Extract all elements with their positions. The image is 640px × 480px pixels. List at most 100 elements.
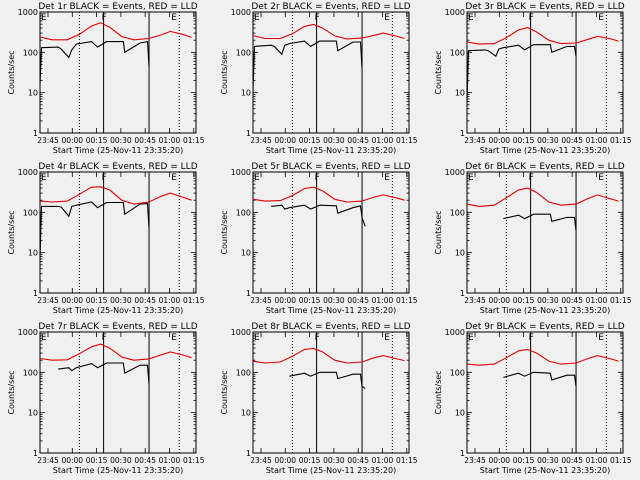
- x-tick-label: 00:30: [537, 456, 559, 465]
- x-tick-label: 00:00: [61, 456, 83, 465]
- event-marker-f-2: F: [315, 333, 320, 343]
- lld-series-line: [39, 22, 192, 41]
- x-tick-label: 01:15: [183, 136, 205, 145]
- plot-frame: [466, 171, 624, 294]
- x-axis-label: Start Time (25-Nov-11 23:35:20): [266, 146, 396, 155]
- x-tick-label: 01:00: [159, 456, 181, 465]
- x-tick-label: 00:00: [274, 296, 296, 305]
- x-tick-label: 23:45: [464, 296, 486, 305]
- y-axis-label: Counts/sec: [7, 370, 16, 414]
- x-tick-label: 01:00: [586, 136, 608, 145]
- plot-frame: [39, 11, 197, 134]
- event-marker-e-1: E: [41, 13, 47, 23]
- x-tick-label: 00:45: [347, 136, 369, 145]
- y-tick-label: 1: [246, 449, 251, 458]
- panel-title: Det 8r BLACK = Events, RED = LLD: [251, 322, 410, 332]
- y-tick-label: 100: [450, 368, 465, 377]
- y-tick-label: 100: [23, 208, 38, 217]
- y-axis-label: Counts/sec: [434, 210, 443, 254]
- x-tick-label: 23:45: [464, 456, 486, 465]
- events-series-line: [58, 362, 150, 385]
- event-marker-e-3: E: [171, 173, 177, 183]
- panel-title: Det 7r BLACK = Events, RED = LLD: [38, 322, 197, 332]
- x-tick-label: 00:30: [537, 296, 559, 305]
- x-tick-label: 00:00: [488, 456, 510, 465]
- x-tick-label: 00:15: [299, 296, 321, 305]
- x-tick-label: 00:15: [86, 296, 108, 305]
- x-tick-label: 01:15: [183, 296, 205, 305]
- x-tick-label: 23:45: [250, 136, 272, 145]
- x-tick-label: 00:30: [323, 456, 345, 465]
- y-tick-label: 1000: [231, 8, 251, 17]
- y-axis-label: Counts/sec: [7, 210, 16, 254]
- event-marker-e-1: E: [468, 13, 474, 23]
- y-tick-label: 1: [33, 449, 38, 458]
- event-marker-e-1: E: [254, 173, 260, 183]
- events-series-line: [466, 44, 577, 102]
- lld-series-line: [252, 23, 405, 40]
- x-tick-label: 00:15: [299, 136, 321, 145]
- y-axis-label: Counts/sec: [7, 50, 16, 94]
- y-tick-label: 10: [455, 249, 465, 258]
- y-tick-label: 10: [241, 409, 251, 418]
- x-axis-label: Start Time (25-Nov-11 23:35:20): [480, 306, 610, 315]
- y-tick-label: 100: [236, 208, 251, 217]
- y-tick-label: 100: [236, 368, 251, 377]
- x-tick-label: 23:45: [250, 456, 272, 465]
- x-axis-label: Start Time (25-Nov-11 23:35:20): [53, 146, 183, 155]
- y-tick-label: 1000: [445, 168, 465, 177]
- x-tick-label: 00:00: [274, 136, 296, 145]
- lld-series-line: [39, 186, 192, 205]
- event-marker-f-2: F: [529, 13, 534, 23]
- event-marker-f-2: F: [102, 13, 107, 23]
- y-tick-label: 1000: [18, 328, 38, 337]
- x-tick-label: 23:45: [464, 136, 486, 145]
- x-tick-label: 00:15: [513, 296, 535, 305]
- y-axis-label: Counts/sec: [220, 210, 229, 254]
- event-marker-f-2: F: [315, 173, 320, 183]
- event-marker-e-1: E: [468, 333, 474, 343]
- panel-title: Det 9r BLACK = Events, RED = LLD: [465, 322, 624, 332]
- event-marker-f-2: F: [315, 13, 320, 23]
- x-axis-label: Start Time (25-Nov-11 23:35:20): [480, 146, 610, 155]
- plot-frame: [39, 171, 197, 294]
- x-tick-label: 01:15: [396, 296, 418, 305]
- event-marker-e-3: E: [171, 333, 177, 343]
- y-tick-label: 10: [455, 89, 465, 98]
- event-marker-e-3: E: [598, 333, 604, 343]
- x-tick-label: 01:00: [159, 296, 181, 305]
- panel-title: Det 3r BLACK = Events, RED = LLD: [465, 2, 624, 12]
- x-tick-label: 23:45: [250, 296, 272, 305]
- plot-frame: [252, 331, 410, 454]
- y-tick-label: 1: [460, 129, 465, 138]
- event-marker-e-3: E: [598, 173, 604, 183]
- lld-series-line: [39, 343, 192, 361]
- x-tick-label: 01:00: [372, 296, 394, 305]
- y-tick-label: 1: [246, 289, 251, 298]
- x-axis-label: Start Time (25-Nov-11 23:35:20): [480, 466, 610, 475]
- events-series-line: [503, 213, 577, 231]
- y-tick-label: 100: [236, 48, 251, 57]
- x-tick-label: 00:30: [537, 136, 559, 145]
- y-tick-label: 1: [460, 289, 465, 298]
- lld-series-line: [466, 348, 619, 366]
- x-tick-label: 01:00: [586, 296, 608, 305]
- x-tick-label: 00:45: [347, 296, 369, 305]
- x-tick-label: 00:15: [513, 136, 535, 145]
- x-tick-label: 01:15: [183, 456, 205, 465]
- y-tick-label: 1000: [18, 168, 38, 177]
- y-tick-label: 100: [23, 368, 38, 377]
- x-tick-label: 23:45: [37, 456, 59, 465]
- x-tick-label: 00:00: [488, 136, 510, 145]
- y-tick-label: 100: [450, 48, 465, 57]
- x-tick-label: 00:30: [323, 296, 345, 305]
- x-tick-label: 01:15: [610, 456, 632, 465]
